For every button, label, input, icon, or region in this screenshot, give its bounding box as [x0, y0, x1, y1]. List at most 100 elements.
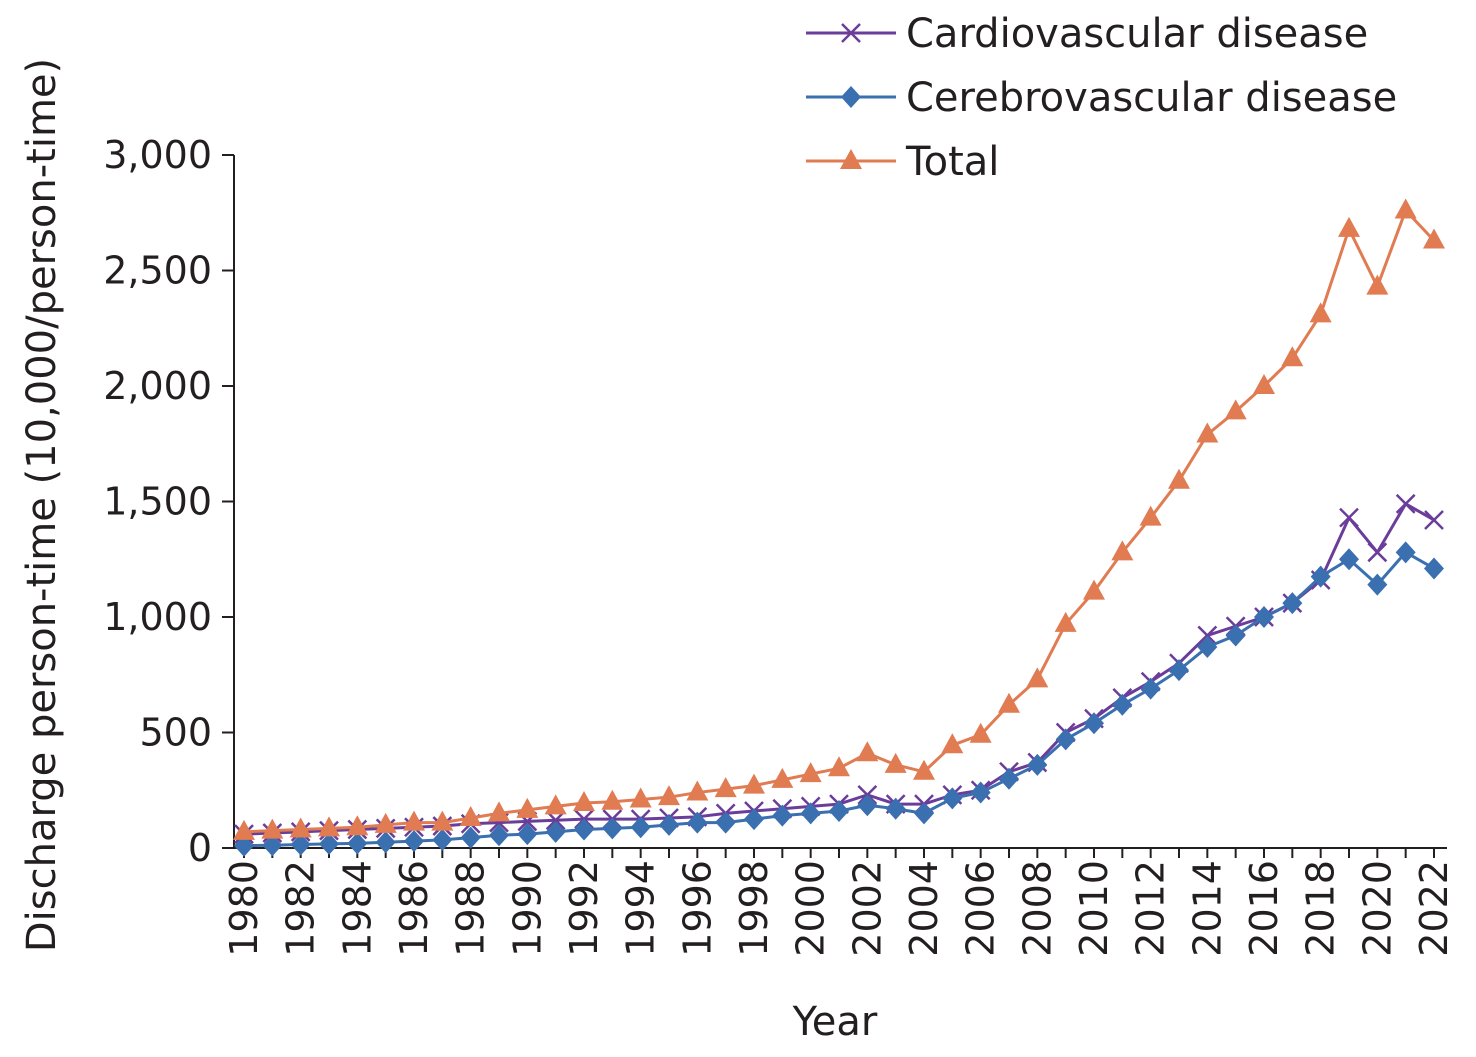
data-point [1197, 625, 1218, 646]
data-point [375, 831, 396, 854]
data-point [1111, 540, 1134, 561]
legend: Cardiovascular disease Cerebrovascular di… [806, 11, 1397, 185]
y-tick-label: 1,500 [103, 480, 212, 524]
data-point [828, 756, 850, 777]
x-tick-label: 2010 [1072, 860, 1116, 957]
data-point [489, 824, 509, 847]
x-axis-title: Year [792, 999, 878, 1045]
plot-series [233, 198, 1445, 857]
series-line [243, 208, 1436, 834]
data-point [1027, 753, 1048, 776]
data-point [998, 692, 1020, 713]
x-tick-label: 1984 [335, 860, 379, 957]
y-tick-label: 500 [139, 711, 212, 755]
data-point [1395, 541, 1416, 564]
x-tick-label: 1988 [449, 860, 493, 957]
data-point [234, 834, 254, 857]
data-point [1196, 422, 1219, 443]
data-point [884, 752, 907, 773]
data-point [1254, 606, 1274, 628]
data-point [1309, 302, 1332, 323]
data-point [856, 741, 879, 762]
data-point [885, 797, 906, 820]
data-point [687, 811, 708, 834]
legend-item: Cardiovascular disease [806, 11, 1368, 57]
legend-marker [840, 149, 862, 169]
data-point [488, 801, 510, 822]
data-point [942, 787, 963, 810]
data-point [1169, 659, 1189, 682]
data-point [1224, 399, 1247, 420]
data-point [941, 733, 964, 754]
data-point [262, 834, 283, 857]
data-point [1282, 592, 1303, 615]
series-x [234, 493, 1444, 845]
data-point [431, 810, 454, 831]
data-point [629, 787, 652, 808]
x-tick-label: 2022 [1412, 860, 1456, 957]
data-point [969, 722, 992, 743]
x-tick-label: 2012 [1129, 860, 1173, 957]
data-point [1026, 667, 1049, 688]
x-axis: 1980 1982 1984 1986 1988 1990 1992 1994 1996 1998… [222, 847, 1456, 957]
series-diamond [234, 541, 1444, 857]
x-tick-label: 1998 [732, 860, 776, 957]
data-point [261, 818, 284, 839]
y-tick-label: 0 [188, 826, 212, 870]
marker-stroke [1339, 507, 1359, 528]
data-point [1225, 624, 1246, 647]
legend-item: Cerebrovascular disease [806, 75, 1397, 121]
data-point [829, 800, 849, 823]
y-tick-label: 2,500 [103, 249, 212, 293]
data-point [233, 819, 255, 840]
data-point [1367, 542, 1388, 563]
marker-stroke [1197, 625, 1218, 646]
data-point [714, 777, 737, 798]
y-tick-label: 1,000 [103, 595, 212, 639]
legend-label: Total [905, 139, 999, 185]
x-tick-label: 1986 [392, 860, 436, 957]
marker-stroke [1424, 510, 1444, 530]
y-axis-title: Discharge person-time (10,000/person-tim… [19, 58, 65, 952]
x-tick-label: 1994 [619, 860, 663, 957]
marker-stroke [1367, 542, 1388, 563]
data-point [290, 833, 311, 856]
data-point [545, 820, 566, 843]
y-tick-label: 3,000 [103, 133, 212, 177]
data-point [289, 817, 312, 838]
legend-label: Cerebrovascular disease [906, 75, 1397, 121]
data-point [1253, 374, 1275, 394]
x-tick-label: 2018 [1299, 860, 1343, 957]
data-point [1084, 712, 1104, 735]
data-point [1339, 507, 1359, 528]
legend-marker [841, 23, 861, 43]
x-tick-label: 1992 [562, 860, 606, 957]
data-point [1366, 274, 1389, 295]
data-point [913, 759, 935, 780]
data-point [1168, 468, 1190, 489]
data-point [573, 790, 595, 811]
marker-stroke [1395, 493, 1416, 514]
x-tick-label: 2000 [789, 860, 833, 957]
series-line [243, 502, 1435, 836]
legend-label: Cardiovascular disease [906, 11, 1368, 57]
x-tick-label: 1996 [675, 860, 719, 957]
data-point [1197, 636, 1218, 659]
x-tick-label: 2020 [1355, 860, 1399, 957]
x-tick-label: 1980 [222, 860, 266, 957]
x-tick-label: 2002 [845, 860, 889, 957]
data-point [1054, 611, 1077, 632]
data-point [544, 794, 567, 815]
data-point [799, 762, 822, 783]
data-point [1394, 198, 1417, 219]
data-point [574, 818, 594, 841]
legend-marker [841, 86, 861, 108]
data-point [630, 816, 651, 839]
data-point [658, 785, 680, 806]
data-point [715, 811, 736, 834]
data-point [999, 767, 1019, 790]
x-tick-label: 1990 [505, 860, 549, 957]
data-point [1423, 228, 1445, 249]
data-point [347, 832, 368, 855]
data-point [744, 808, 764, 831]
